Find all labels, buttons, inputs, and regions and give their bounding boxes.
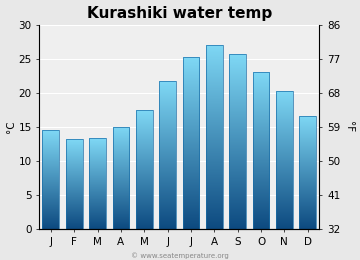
Bar [89, 138, 106, 229]
Bar [66, 139, 83, 229]
Y-axis label: °C: °C [5, 120, 15, 133]
Bar [253, 72, 269, 229]
Text: © www.seatemperature.org: © www.seatemperature.org [131, 252, 229, 259]
Bar [183, 57, 199, 229]
Y-axis label: °F: °F [345, 121, 355, 132]
Bar [206, 45, 223, 229]
Title: Kurashiki water temp: Kurashiki water temp [87, 5, 272, 21]
Bar [299, 116, 316, 229]
Bar [136, 110, 153, 229]
Bar [276, 91, 293, 229]
Bar [229, 55, 246, 229]
Bar [42, 130, 59, 229]
Bar [159, 81, 176, 229]
Bar [113, 127, 129, 229]
